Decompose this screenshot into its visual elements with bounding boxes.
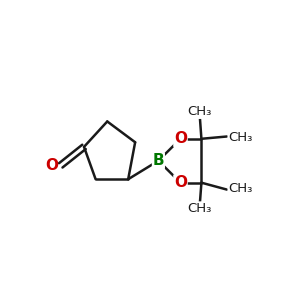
Text: O: O [174,131,187,146]
Text: B: B [153,153,164,168]
Text: CH₃: CH₃ [187,105,211,118]
Text: O: O [174,175,187,190]
Text: O: O [45,158,58,173]
Text: CH₃: CH₃ [228,131,253,144]
Text: CH₃: CH₃ [228,182,253,195]
Text: CH₃: CH₃ [187,202,211,215]
